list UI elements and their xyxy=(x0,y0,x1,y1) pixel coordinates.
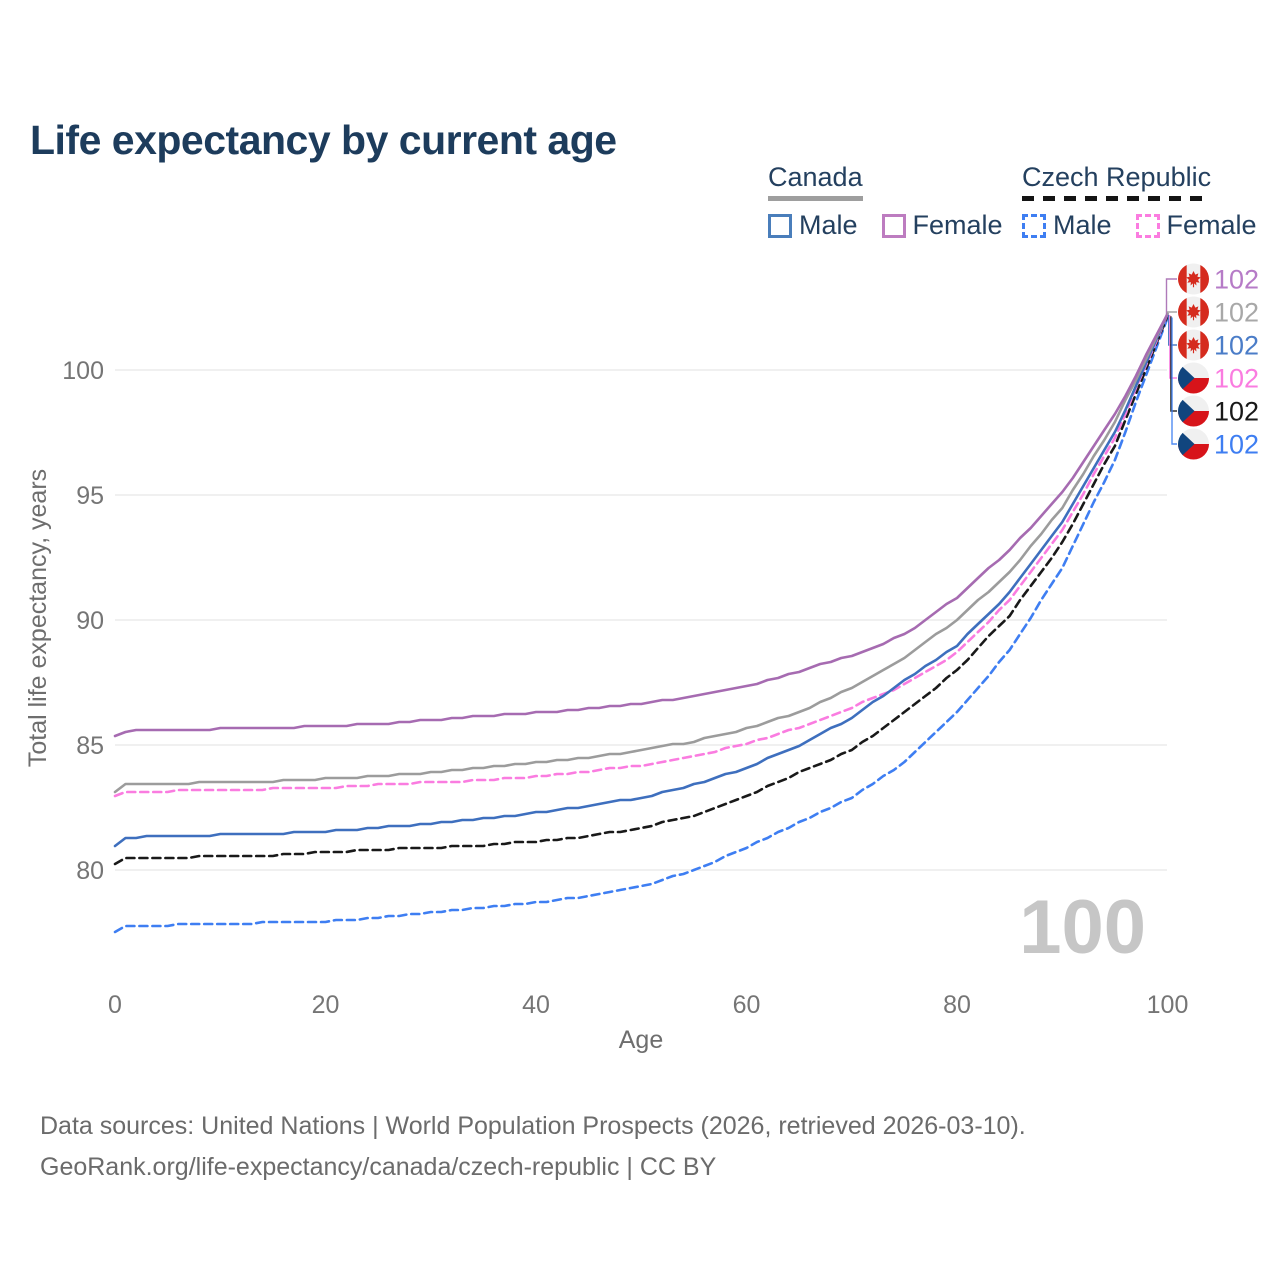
x-tick-label-0: 0 xyxy=(108,991,122,1019)
legend-label-czech-male: Male xyxy=(1053,210,1112,240)
end-value-label-czech-male: 102 xyxy=(1214,430,1259,460)
canada-flag-icon xyxy=(1178,296,1209,328)
end-value-label-canada-both: 102 xyxy=(1214,298,1259,328)
footer: Data sources: United Nations | World Pop… xyxy=(40,1106,1250,1188)
leader-line-canada-male xyxy=(1168,315,1177,346)
legend-item-czech-female[interactable]: Female xyxy=(1135,210,1257,241)
legend-item-canada-male[interactable]: Male xyxy=(768,210,858,241)
y-tick-label-85: 85 xyxy=(76,732,104,760)
series-line-czech-both[interactable] xyxy=(113,314,1169,866)
y-tick-label-95: 95 xyxy=(76,482,104,510)
x-tick-label-100: 100 xyxy=(1147,991,1189,1019)
leader-line-czech-male xyxy=(1171,317,1177,445)
age-hover-watermark: 100 xyxy=(1019,885,1146,970)
legend-row-czech-republic: Male Female xyxy=(1022,210,1280,241)
x-axis-title: Age xyxy=(619,1026,663,1054)
end-value-label-czech-both: 102 xyxy=(1214,397,1259,427)
legend-item-canada-female[interactable]: Female xyxy=(881,210,1003,241)
czech-dashed-line-key xyxy=(1022,196,1212,201)
y-axis-title: Total life expectancy, years xyxy=(24,469,52,767)
legend-header-canada: Canada xyxy=(768,162,863,201)
canada-flag-icon xyxy=(1178,329,1209,361)
legend-label-canada-male: Male xyxy=(799,210,858,240)
data-sources-line: Data sources: United Nations | World Pop… xyxy=(40,1112,1026,1140)
page-title: Life expectancy by current age xyxy=(30,117,617,164)
series-line-czech-female[interactable] xyxy=(113,312,1169,798)
legend-country-label-czech-republic: Czech Republic xyxy=(1022,162,1212,192)
czech-flag-icon xyxy=(1178,362,1209,394)
y-tick-label-90: 90 xyxy=(76,607,104,635)
canada-female-swatch-icon xyxy=(881,213,906,238)
canada-male-swatch-icon xyxy=(768,213,792,238)
maple-leaf-icon xyxy=(1186,303,1201,321)
attribution-line: GeoRank.org/life-expectancy/canada/czech… xyxy=(40,1153,717,1181)
x-tick-label-60: 60 xyxy=(733,991,761,1019)
czech-flag-icon xyxy=(1178,395,1209,427)
leader-line-canada-female xyxy=(1165,278,1177,315)
legend-header-czech-republic: Czech Republic xyxy=(1022,162,1212,201)
canada-solid-line-key xyxy=(768,196,863,201)
canada-flag-icon xyxy=(1178,263,1209,295)
series-line-canada-male[interactable] xyxy=(113,312,1169,848)
legend-group-canada: Canada Male Female xyxy=(768,162,1027,241)
leader-line-czech-female xyxy=(1169,315,1177,379)
legend-item-czech-male[interactable]: Male xyxy=(1022,210,1112,241)
czech-female-swatch-icon xyxy=(1135,213,1160,238)
leader-line-czech-both xyxy=(1170,316,1177,412)
series-line-canada-both[interactable] xyxy=(113,312,1169,794)
legend-row-canada: Male Female xyxy=(768,210,1027,241)
series-line-czech-male[interactable] xyxy=(113,316,1169,934)
series-line-canada-female[interactable] xyxy=(113,312,1169,738)
end-value-label-canada-female: 102 xyxy=(1214,265,1259,295)
end-value-label-czech-female: 102 xyxy=(1214,364,1259,394)
legend-country-label-canada: Canada xyxy=(768,162,863,192)
x-tick-label-80: 80 xyxy=(943,991,971,1019)
legend-label-canada-female: Female xyxy=(912,210,1003,240)
x-tick-label-40: 40 xyxy=(522,991,550,1019)
legend-label-czech-female: Female xyxy=(1166,210,1257,240)
y-tick-label-100: 100 xyxy=(62,357,104,385)
legend-group-czech-republic: Czech Republic Male Female xyxy=(1022,162,1280,241)
maple-leaf-icon xyxy=(1186,336,1201,354)
end-value-label-canada-male: 102 xyxy=(1214,331,1259,361)
czech-male-swatch-icon xyxy=(1022,213,1046,238)
czech-flag-icon xyxy=(1178,428,1209,460)
x-tick-label-20: 20 xyxy=(312,991,340,1019)
y-tick-label-80: 80 xyxy=(76,857,104,885)
leader-line-canada-both xyxy=(1166,311,1177,315)
maple-leaf-icon xyxy=(1186,270,1201,288)
